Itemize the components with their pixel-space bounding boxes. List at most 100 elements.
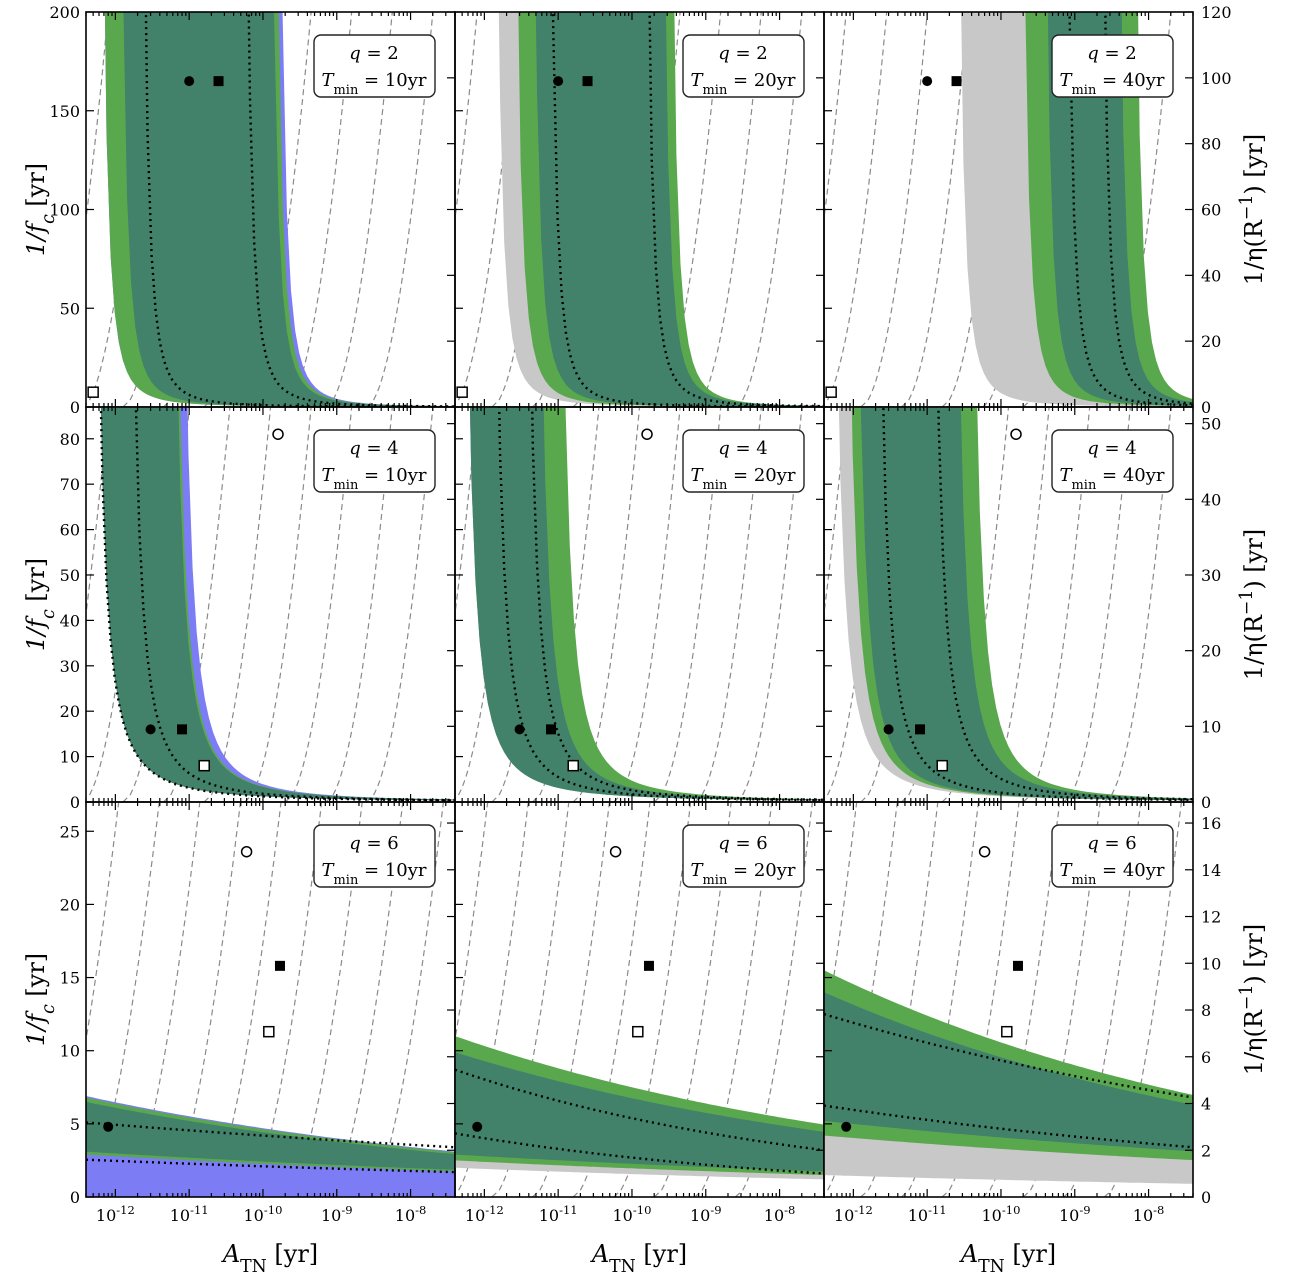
x-tick-label: 10-10 — [982, 1203, 1021, 1225]
teal-band — [469, 407, 824, 801]
legend-q-value: q = 4 — [718, 438, 768, 459]
legend-box — [682, 429, 805, 493]
text-span: = 4 — [361, 438, 399, 459]
legend-tmin-value: Tmin = 40yr — [1060, 70, 1165, 98]
text-span: q — [718, 438, 730, 459]
y-tick-label: 5 — [70, 1115, 80, 1134]
x-tick-label: 10-9 — [1059, 1203, 1091, 1225]
legend-tmin-value: Tmin = 40yr — [1060, 465, 1165, 493]
marker-filled-square — [274, 960, 285, 971]
y-tick-label: 150 — [49, 102, 80, 121]
y-axis-title-left: 1/fc [yr] — [22, 163, 59, 256]
y-right-tick-label: 20 — [1201, 332, 1221, 351]
panel-plot-area — [455, 802, 824, 1197]
y-tick-label: 0 — [70, 1188, 80, 1207]
panel-frame — [823, 801, 1194, 1198]
y-tick-label: 50 — [60, 299, 80, 318]
text-span: = 2 — [730, 43, 768, 64]
legend-tmin-value: Tmin = 20yr — [691, 465, 796, 493]
text-span: 10 — [834, 1206, 854, 1225]
marker-filled-circle — [472, 1121, 483, 1132]
marker-filled-square — [213, 76, 224, 87]
text-span: T — [322, 860, 336, 881]
text-span: -10 — [633, 1203, 652, 1217]
text-span: -8 — [1153, 1203, 1164, 1217]
legend-q-value: q = 2 — [349, 43, 399, 64]
text-span: T — [1060, 860, 1074, 881]
y-tick-label: 30 — [60, 657, 80, 676]
text-span: q — [1087, 833, 1099, 854]
text-span: = 40yr — [1096, 70, 1165, 91]
dashed-contour-line — [824, 802, 858, 1044]
y-tick-label: 15 — [60, 969, 80, 988]
y-tick-label: 200 — [49, 3, 80, 22]
x-tick-label: 10-8 — [1133, 1203, 1165, 1225]
x-tick-label: 10-8 — [395, 1203, 427, 1225]
y-right-tick-label: 30 — [1201, 566, 1221, 585]
text-span: T — [691, 70, 705, 91]
text-span: ) — [1240, 975, 1268, 984]
text-span: = 10yr — [358, 465, 427, 486]
y-tick-label: 50 — [60, 566, 80, 585]
x-axis-title: ATN [yr] — [221, 1240, 318, 1272]
y-right-tick-label: 20 — [1201, 642, 1221, 661]
y-tick-label: 100 — [49, 201, 80, 220]
text-span: min — [703, 83, 728, 98]
text-span: q — [349, 833, 361, 854]
legend-box — [313, 824, 436, 888]
text-span: -12 — [485, 1203, 504, 1217]
dashed-contour-line — [824, 12, 888, 405]
marker-filled-square — [546, 724, 557, 735]
dashed-contour-line — [455, 802, 489, 1044]
marker-open-square — [456, 386, 468, 398]
dotted-median-line — [134, 407, 455, 802]
panel-q4-tmin20yr: q = 4 Tmin = 20yr — [454, 406, 825, 803]
y-right-tick-label: 4 — [1201, 1095, 1211, 1114]
dashed-contour-line — [982, 407, 1050, 802]
text-span: T — [1060, 465, 1074, 486]
text-span: T — [322, 465, 336, 486]
dashed-contour-line — [86, 407, 109, 618]
marker-open-circle — [978, 845, 991, 858]
text-span: = 40yr — [1096, 860, 1165, 881]
dashed-contour-line — [244, 407, 312, 802]
x-tick-label: 10-9 — [690, 1203, 722, 1225]
panel-plot-area — [824, 802, 1193, 1197]
text-span: min — [334, 478, 359, 493]
text-span: min — [703, 873, 728, 888]
text-span: c — [39, 214, 59, 224]
y-right-tick-label: 12 — [1201, 908, 1221, 927]
dotted-median-line — [824, 1104, 1193, 1149]
text-span: = 40yr — [1096, 465, 1165, 486]
text-span: 10 — [170, 1206, 190, 1225]
teal-band — [123, 12, 455, 407]
text-span: [yr] — [22, 953, 50, 1004]
y-right-tick-label: 40 — [1201, 266, 1221, 285]
y-right-tick-label: 0 — [1201, 793, 1211, 812]
legend-q-value: q = 4 — [349, 438, 399, 459]
marker-filled-square — [582, 76, 593, 87]
y-right-tick-label: 80 — [1201, 135, 1221, 154]
text-span: 10 — [465, 1206, 485, 1225]
panel-q6-tmin40yr: q = 6 Tmin = 40yr — [823, 801, 1194, 1198]
text-span: min — [1072, 873, 1097, 888]
text-span: = 10yr — [358, 70, 427, 91]
text-span: = 20yr — [727, 465, 796, 486]
text-span: 1/η(R — [1240, 614, 1268, 680]
panel-q4-tmin10yr: q = 4 Tmin = 10yr — [85, 406, 456, 803]
panel-plot-area — [86, 12, 455, 407]
text-span: q — [1087, 43, 1099, 64]
text-span: -9 — [341, 1203, 352, 1217]
y-axis-title-right: 1/η(R−1) [yr] — [1237, 924, 1268, 1075]
text-span: [yr] — [267, 1240, 318, 1268]
text-span: = 6 — [361, 833, 399, 854]
y-tick-label: 80 — [60, 430, 80, 449]
panel-grid: q = 2 Tmin = 10yr q = 2 Tmin = 20yr q = 2 Tmi… — [85, 11, 1194, 1198]
marker-filled-circle — [883, 724, 894, 735]
marker-filled-square — [915, 724, 926, 735]
text-span: min — [703, 478, 728, 493]
y-tick-label: 40 — [60, 611, 80, 630]
marker-open-square — [632, 1025, 644, 1038]
y-right-tick-label: 10 — [1201, 717, 1221, 736]
